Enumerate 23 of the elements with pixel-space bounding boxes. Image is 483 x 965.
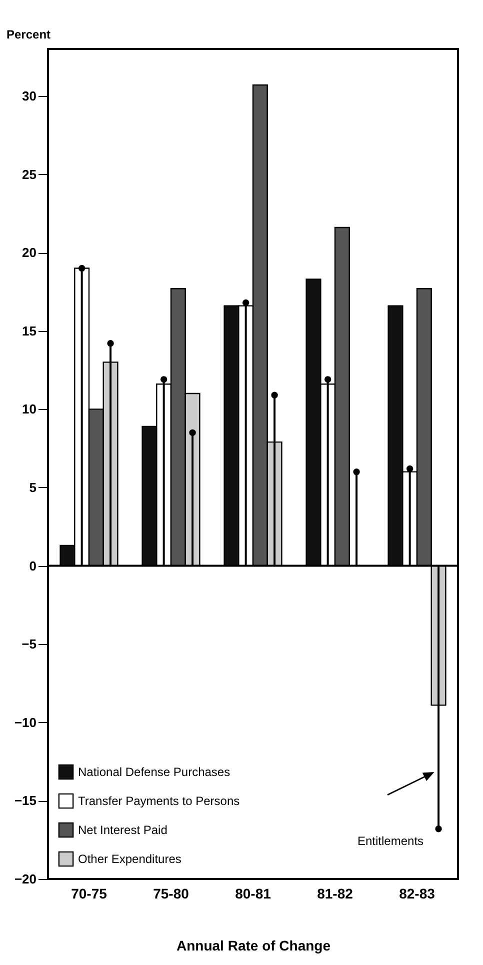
y-tick-label: 20 <box>22 245 36 260</box>
legend-label: Other Expenditures <box>78 852 182 866</box>
y-tick-label: 0 <box>29 558 36 574</box>
y-tick-label: 15 <box>22 323 36 338</box>
x-axis-title: Annual Rate of Change <box>176 938 331 954</box>
legend-label: Net Interest Paid <box>78 823 168 837</box>
y-tick-label: 5 <box>29 480 36 495</box>
x-tick-label: 70-75 <box>71 886 108 902</box>
y-tick-label: 25 <box>22 166 36 182</box>
x-tick-label: 82-83 <box>399 886 436 902</box>
y-tick-label: 10 <box>22 402 36 417</box>
legend-label: National Defense Purchases <box>78 765 230 779</box>
x-tick-label: 75-80 <box>153 886 190 902</box>
legend-label: Transfer Payments to Persons <box>78 794 240 808</box>
y-tick-label: −15 <box>14 793 36 808</box>
x-tick-label: 81-82 <box>317 886 354 902</box>
y-tick-label: −5 <box>22 636 36 652</box>
y-tick-label: −20 <box>14 872 36 886</box>
annotation: Entitlements <box>358 834 424 848</box>
y-tick-label: 30 <box>22 88 36 104</box>
y-axis-title: Percent <box>6 28 51 42</box>
x-tick-label: 80-81 <box>235 886 272 902</box>
y-tick-label: −10 <box>14 714 36 730</box>
